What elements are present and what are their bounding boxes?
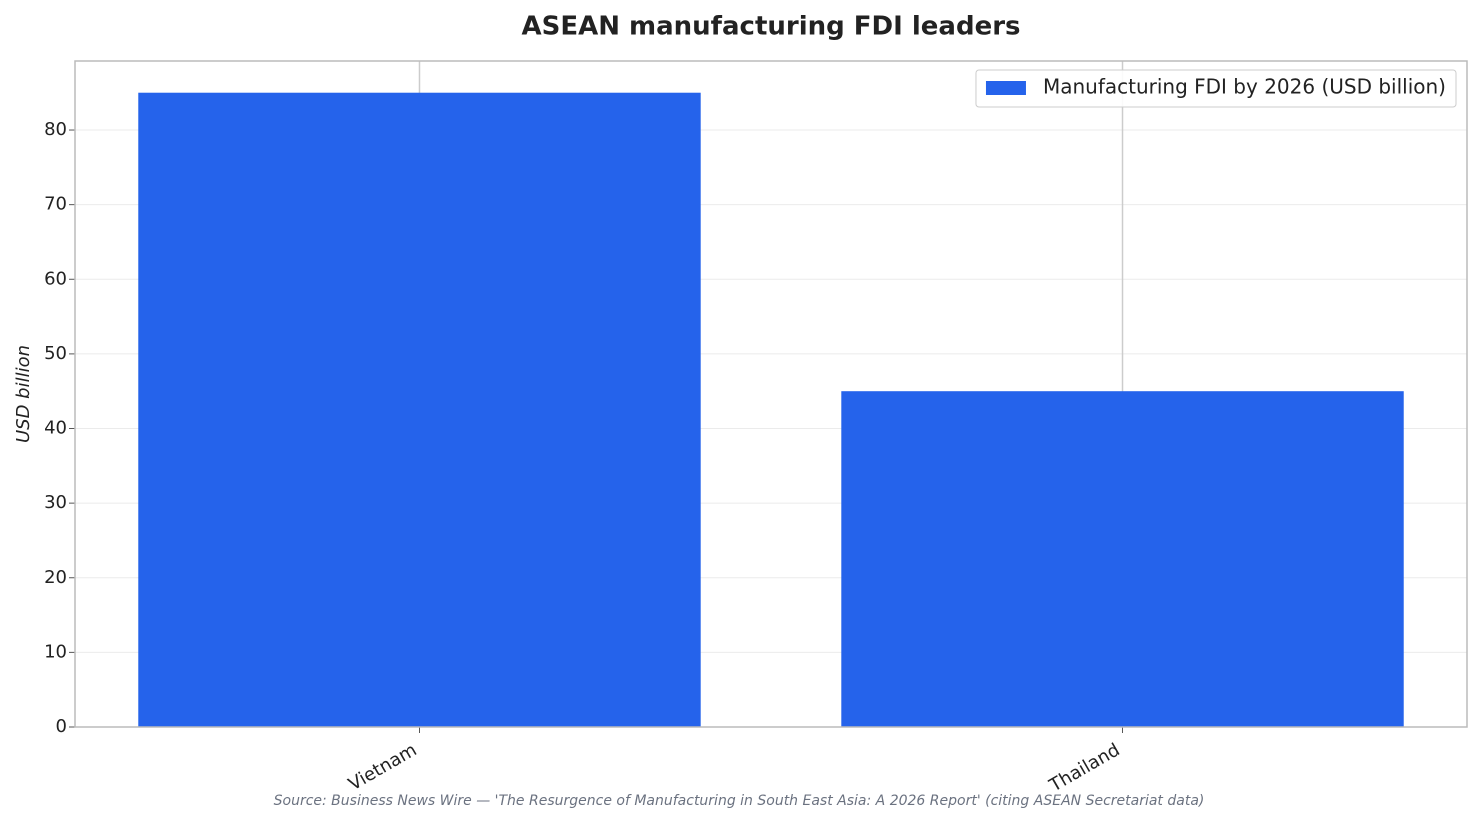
- chart-title: ASEAN manufacturing FDI leaders: [521, 12, 1020, 42]
- source-note: Source: Business News Wire — 'The Resurg…: [274, 793, 1205, 809]
- plot-frame: [74, 60, 1468, 728]
- y-tick-label: 40: [44, 418, 67, 439]
- x-tick-label: Vietnam: [345, 739, 420, 795]
- legend-label: Manufacturing FDI by 2026 (USD billion): [1043, 75, 1446, 99]
- legend-swatch: [985, 81, 1026, 95]
- bar: [841, 391, 1404, 727]
- y-tick-label: 0: [56, 716, 67, 737]
- y-axis-label: USD billion: [13, 345, 34, 443]
- x-tick-label: Thailand: [1045, 739, 1123, 796]
- y-tick-label: 10: [44, 641, 67, 662]
- y-tick-label: 60: [44, 268, 67, 289]
- bar: [138, 92, 701, 727]
- legend-box: [975, 69, 1457, 108]
- y-tick-label: 80: [44, 119, 67, 140]
- y-tick-label: 70: [44, 194, 67, 215]
- y-tick-label: 20: [44, 567, 67, 588]
- y-tick-label: 50: [44, 343, 67, 364]
- y-tick-label: 30: [44, 492, 67, 513]
